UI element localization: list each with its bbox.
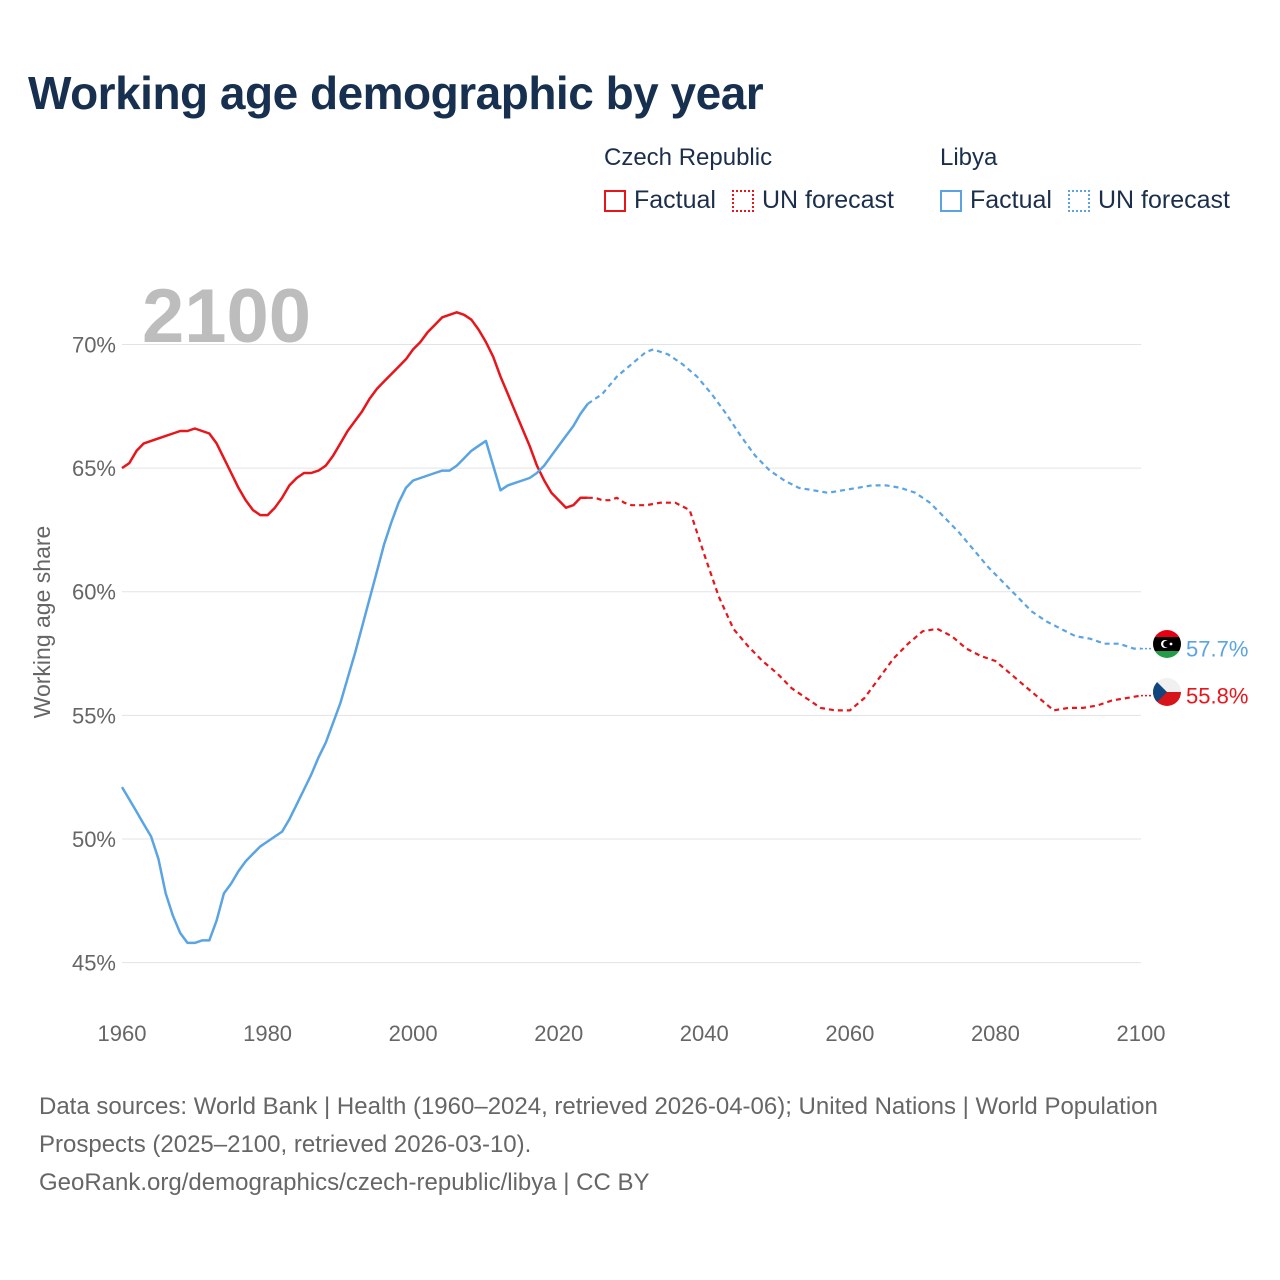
legend-czech-republic: Czech Republic Factual UN forecast [604, 144, 910, 215]
y-tick-label: 50% [72, 827, 116, 852]
legend-label-czech-forecast: UN forecast [761, 186, 894, 214]
libya-factual-line [120, 403, 589, 945]
czech-republic-end-value-label: 55.8% [1186, 684, 1248, 709]
x-tick-label: 1980 [243, 1021, 292, 1046]
legend-libya-factual[interactable]: Factual [940, 186, 1052, 215]
legend-czech-factual[interactable]: Factual [604, 186, 716, 215]
x-tick-label: 2000 [389, 1021, 438, 1046]
y-tick-label: 60% [72, 580, 116, 605]
czech-republic-forecast-line [587, 496, 1142, 712]
x-tick-label: 2060 [825, 1021, 874, 1046]
y-tick-label: 45% [72, 951, 116, 976]
line-chart: 45% 50% 55% 60% 65% 70% 1960 1980 2000 2020 2040 20… [29, 274, 1248, 1046]
data-sources-note: Data sources: World Bank | Health (1960–… [39, 1093, 1158, 1158]
y-tick-label: 70% [72, 332, 116, 357]
legend-label-libya-forecast: UN forecast [1097, 186, 1230, 214]
legend-label-czech-factual: Factual [634, 186, 716, 214]
y-axis-label: Working age share [29, 526, 55, 719]
legend-swatch-libya-forecast [1067, 189, 1090, 212]
legend-country-czech: Czech Republic [604, 144, 773, 171]
y-tick-label: 55% [72, 703, 116, 728]
legend-country-libya: Libya [940, 144, 998, 171]
libya-forecast-line [587, 348, 1141, 650]
libya-end-value-label: 57.7% [1186, 637, 1248, 662]
legend-czech-forecast[interactable]: UN forecast [731, 186, 894, 215]
legend-swatch-czech-factual [604, 189, 626, 212]
legend-swatch-libya-factual [940, 189, 962, 212]
libya-flag-icon [1153, 630, 1181, 658]
x-tick-label: 2020 [534, 1021, 583, 1046]
x-tick-label: 2040 [680, 1021, 729, 1046]
legend-label-libya-factual: Factual [970, 186, 1052, 214]
chart-title: Working age demographic by year [28, 67, 764, 119]
x-tick-label: 1960 [98, 1021, 147, 1046]
credit-link[interactable]: GeoRank.org/demographics/czech-republic/… [39, 1169, 650, 1196]
y-tick-label: 65% [72, 456, 116, 481]
year-watermark: 2100 [142, 274, 311, 359]
czech-republic-factual-line [121, 311, 588, 517]
x-tick-label: 2100 [1117, 1021, 1166, 1046]
footer: Data sources: World Bank | Health (1960–… [39, 1088, 1239, 1202]
x-tick-label: 2080 [971, 1021, 1020, 1046]
czech-flag-icon [1153, 678, 1181, 706]
legend-libya-forecast[interactable]: UN forecast [1067, 186, 1230, 215]
legend-libya: Libya Factual UN forecast [940, 144, 1246, 215]
legend-swatch-czech-forecast [731, 189, 754, 212]
